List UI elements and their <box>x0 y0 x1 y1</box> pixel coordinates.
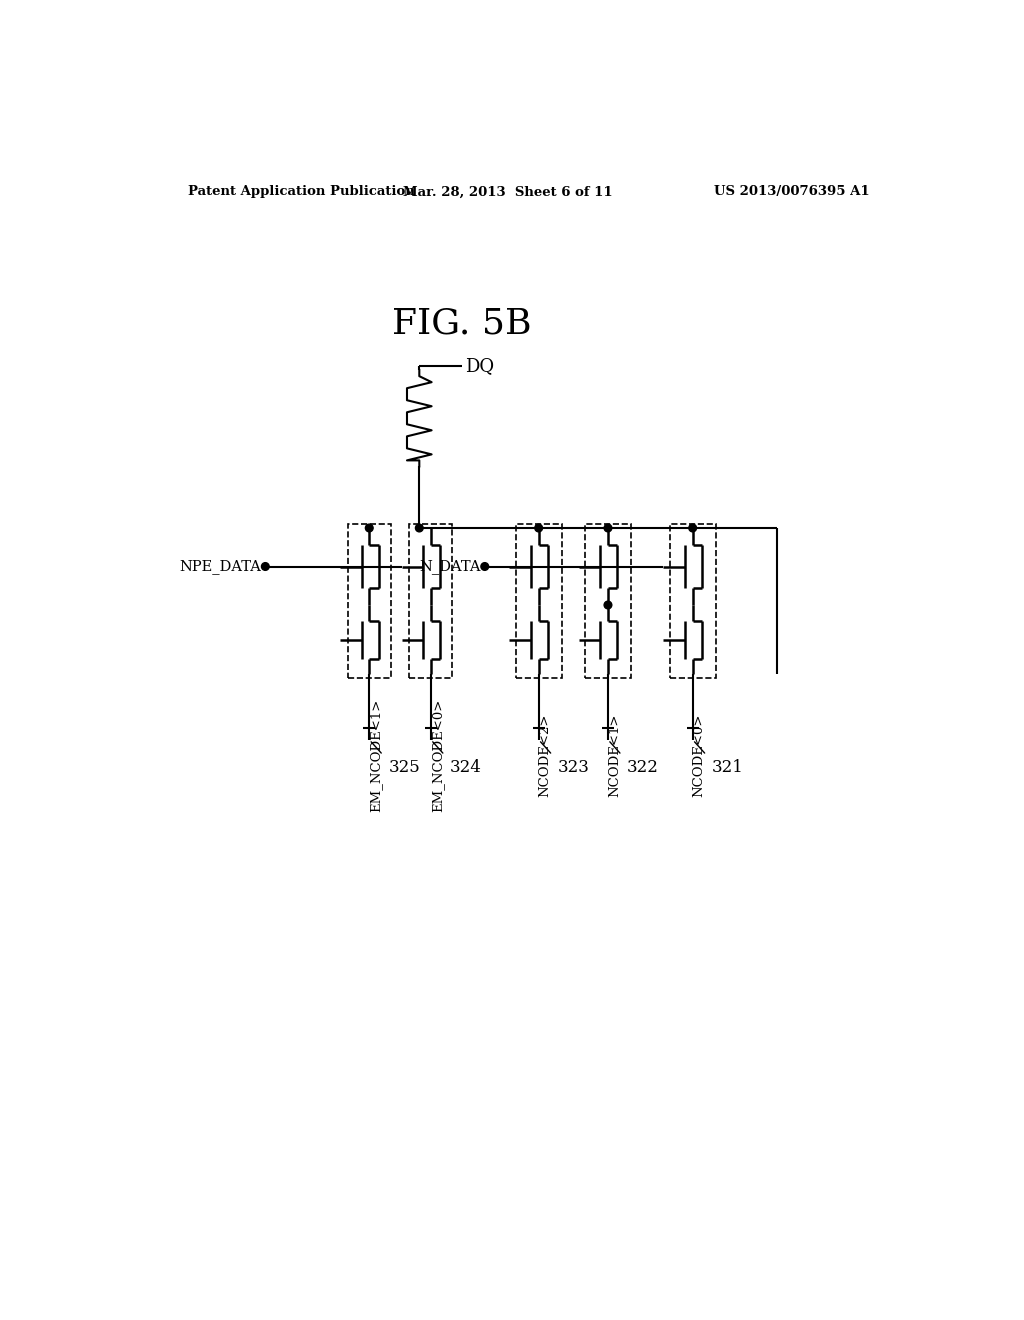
Text: 323: 323 <box>558 759 590 776</box>
Text: FIG. 5B: FIG. 5B <box>392 308 531 341</box>
Circle shape <box>689 524 696 532</box>
Circle shape <box>416 524 423 532</box>
Bar <box>410 524 453 678</box>
Text: US 2013/0076395 A1: US 2013/0076395 A1 <box>714 185 869 198</box>
Text: NCODE<0>: NCODE<0> <box>692 713 706 797</box>
Circle shape <box>481 562 488 570</box>
Circle shape <box>535 524 543 532</box>
Text: EM_NCODE<1>: EM_NCODE<1> <box>370 698 382 812</box>
Bar <box>670 524 716 678</box>
Text: 325: 325 <box>388 759 420 776</box>
Text: 324: 324 <box>451 759 482 776</box>
Circle shape <box>604 524 611 532</box>
Text: NCODE<1>: NCODE<1> <box>608 713 621 797</box>
Circle shape <box>261 562 269 570</box>
Text: N_DATA: N_DATA <box>420 560 481 574</box>
Bar <box>515 524 562 678</box>
Text: 321: 321 <box>712 759 743 776</box>
Text: Mar. 28, 2013  Sheet 6 of 11: Mar. 28, 2013 Sheet 6 of 11 <box>403 185 612 198</box>
Bar <box>585 524 631 678</box>
Circle shape <box>604 601 611 609</box>
Text: EM_NCODE<0>: EM_NCODE<0> <box>431 698 443 812</box>
Text: 322: 322 <box>628 759 659 776</box>
Text: Patent Application Publication: Patent Application Publication <box>188 185 415 198</box>
Bar <box>348 524 391 678</box>
Text: DQ: DQ <box>466 358 495 375</box>
Text: NCODE<2>: NCODE<2> <box>539 713 552 797</box>
Text: NPE_DATA: NPE_DATA <box>179 560 261 574</box>
Circle shape <box>366 524 373 532</box>
